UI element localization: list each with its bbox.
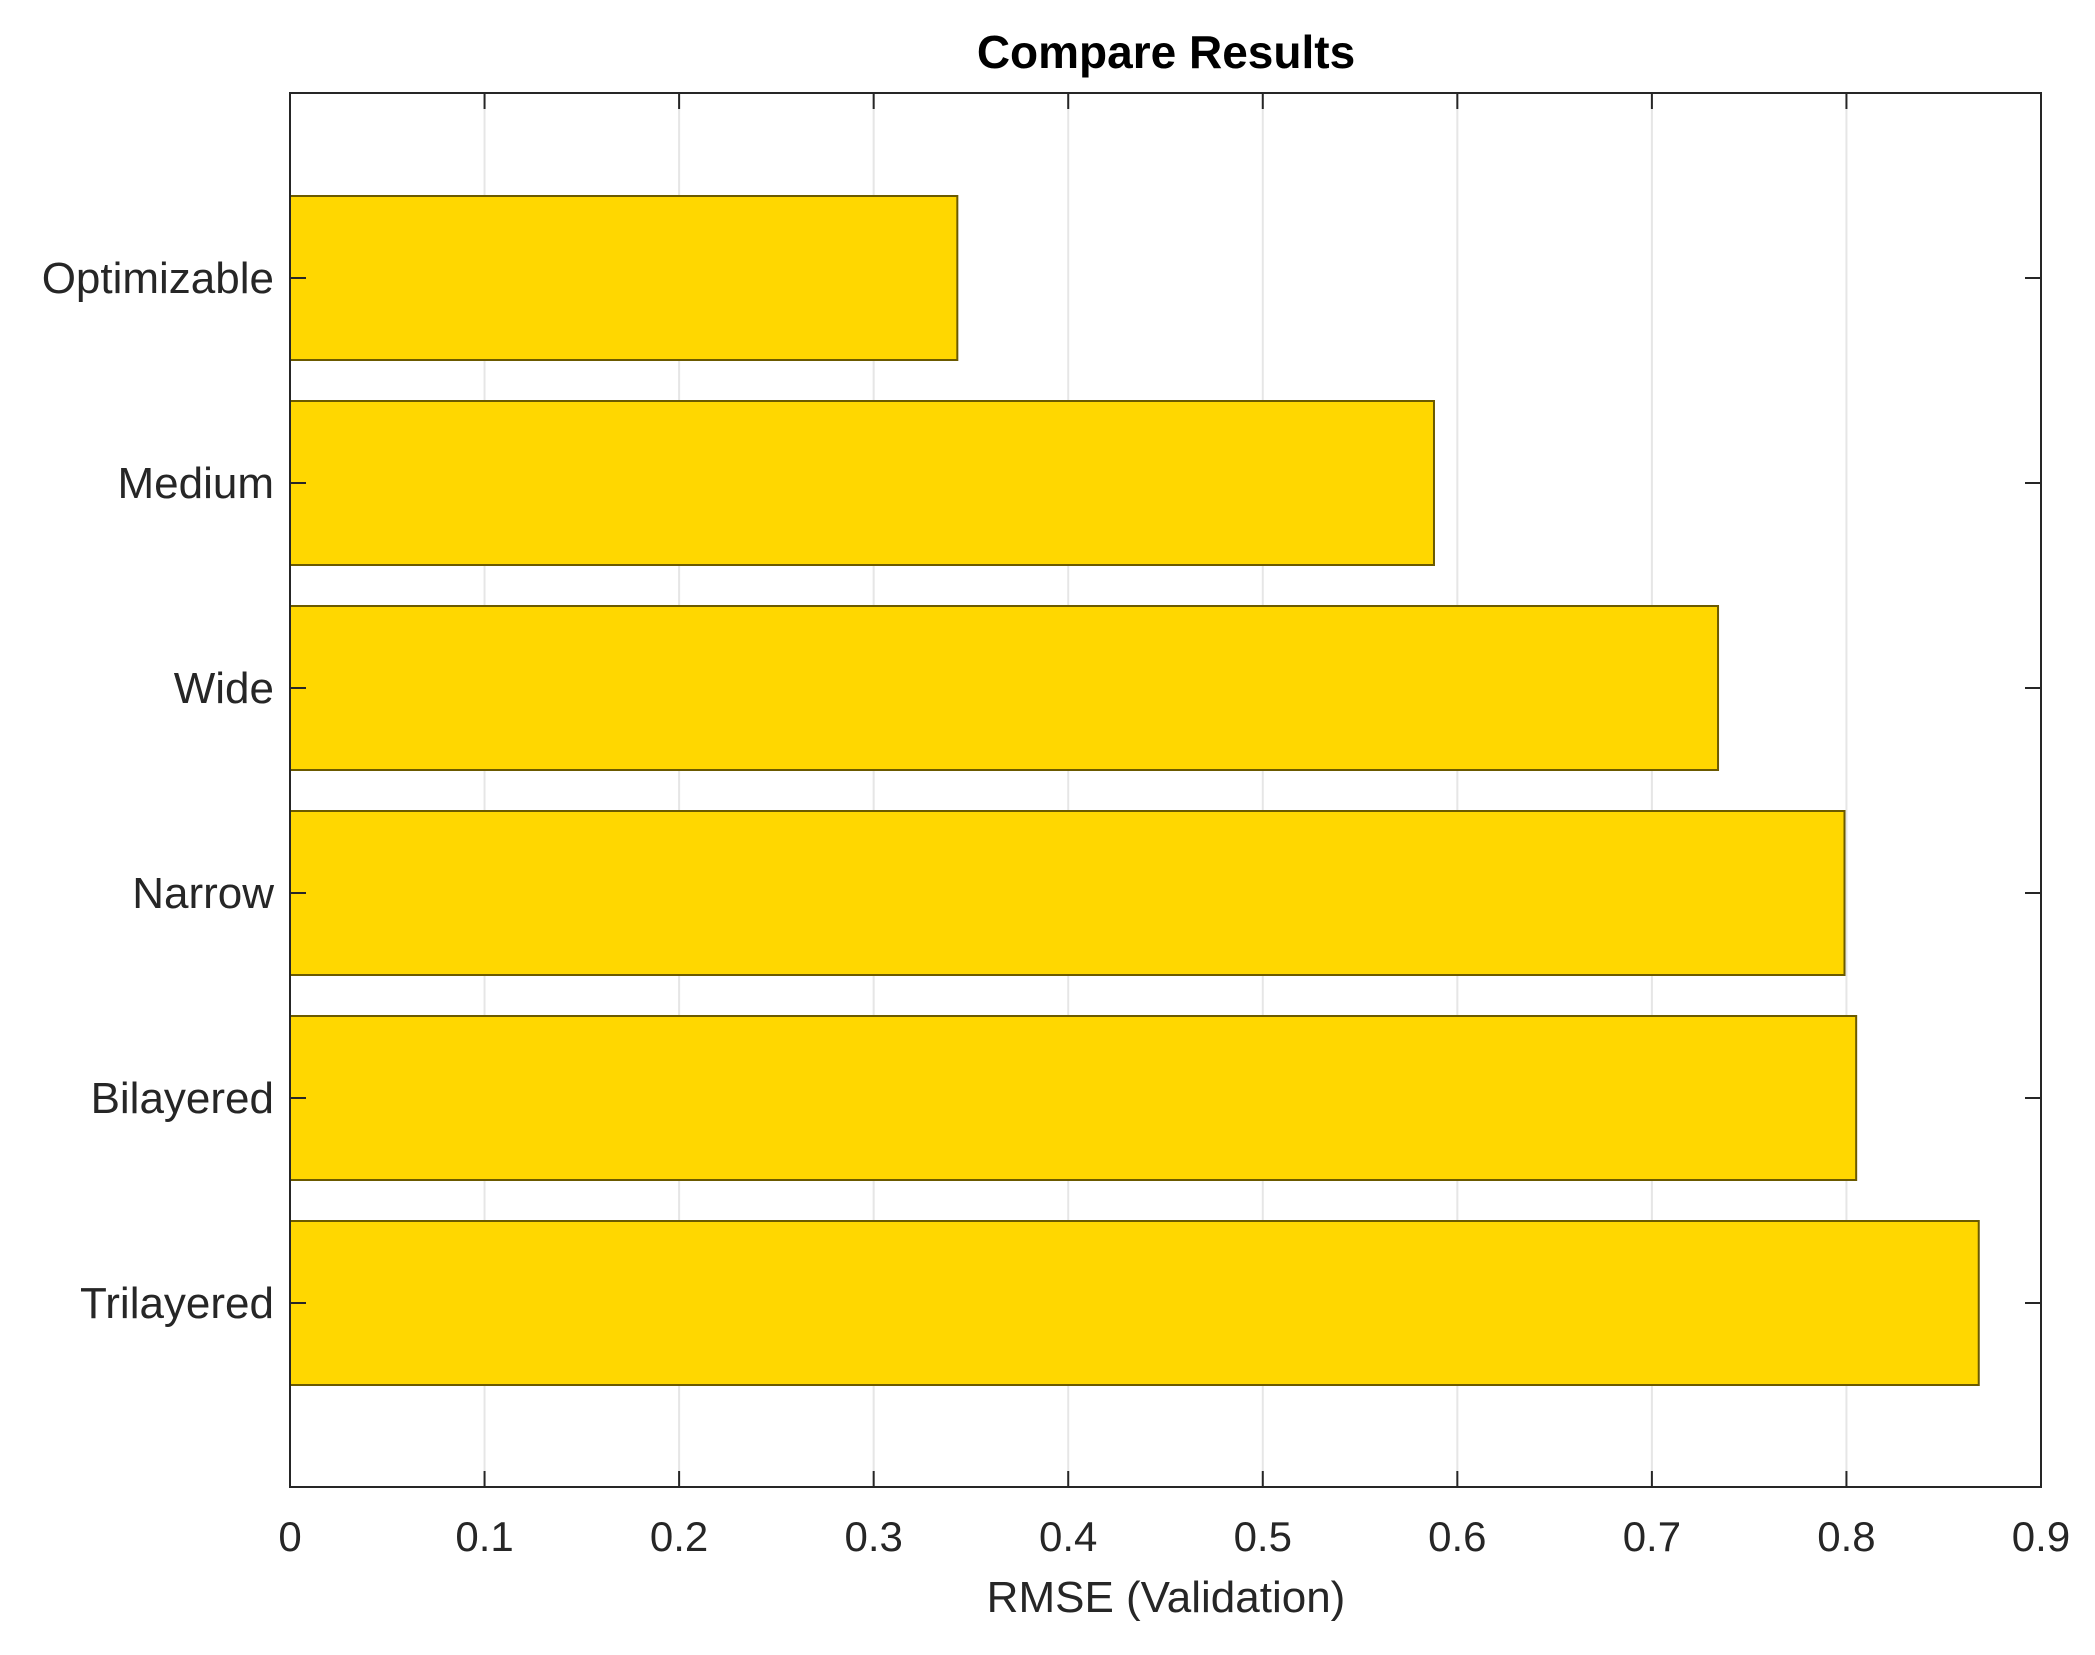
x-tick-label: 0.8 — [1817, 1513, 1875, 1560]
x-tick-label: 0.1 — [455, 1513, 513, 1560]
bar-trilayered — [289, 1220, 1980, 1386]
x-tick-labels: 0 0.1 0.2 0.3 0.4 0.5 0.6 0.7 0.8 0.9 — [278, 1513, 2070, 1560]
x-tick-label: 0.3 — [844, 1513, 902, 1560]
y-tick-label: Narrow — [132, 869, 274, 918]
bar-narrow — [289, 810, 1846, 976]
bar-bilayered — [289, 1015, 1858, 1181]
bar-optimizable — [289, 195, 959, 361]
x-tick-label: 0.2 — [650, 1513, 708, 1560]
bar-wide — [289, 605, 1720, 771]
plot-frame — [289, 92, 2042, 1488]
y-tick-label: Medium — [118, 459, 275, 508]
tick-marks — [289, 93, 2042, 1487]
y-tick-label: Optimizable — [42, 254, 274, 303]
bar-medium — [289, 400, 1435, 566]
x-tick-label: 0.4 — [1039, 1513, 1097, 1560]
x-tick-label: 0.5 — [1234, 1513, 1292, 1560]
x-tick-label: 0.6 — [1428, 1513, 1486, 1560]
bars — [289, 195, 1980, 1386]
y-tick-label: Trilayered — [80, 1279, 274, 1328]
x-axis-label: RMSE (Validation) — [987, 1573, 1346, 1622]
y-tick-label: Wide — [174, 664, 274, 713]
x-tick-label: 0.7 — [1623, 1513, 1681, 1560]
x-tick-label: 0.9 — [2012, 1513, 2070, 1560]
x-tick-label: 0 — [278, 1513, 301, 1560]
chart-title: Compare Results — [977, 26, 1355, 78]
y-tick-labels: Optimizable Medium Wide Narrow Bilayered Tril… — [42, 254, 275, 1328]
y-tick-label: Bilayered — [91, 1074, 274, 1123]
